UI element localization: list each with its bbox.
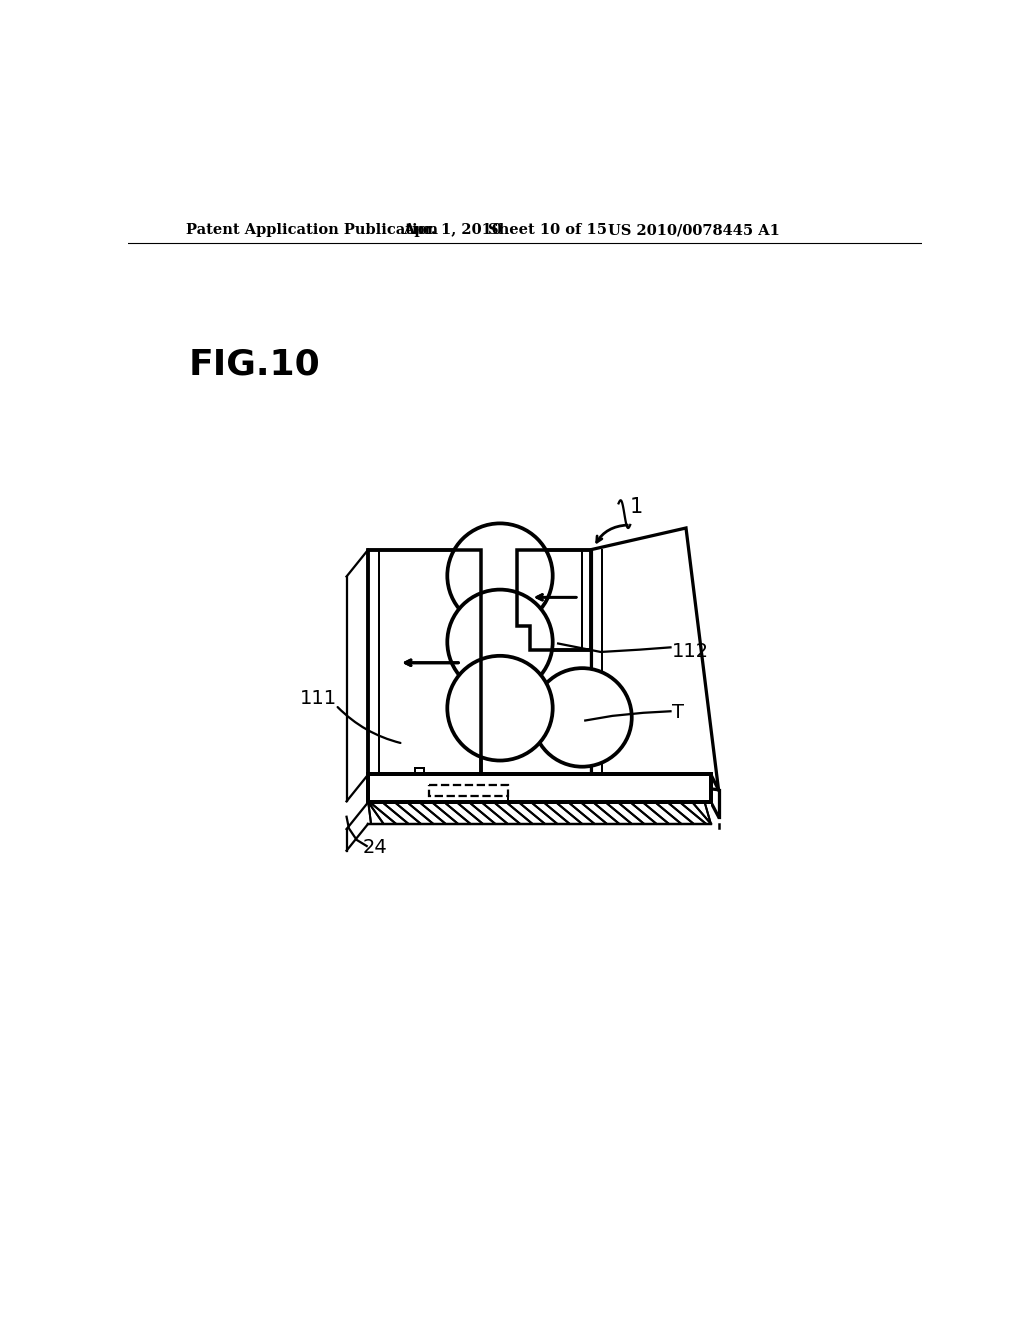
Text: 112: 112 [672, 642, 710, 661]
Circle shape [532, 668, 632, 767]
Text: 111: 111 [300, 689, 337, 709]
Text: 24: 24 [362, 838, 387, 857]
Bar [429, 785, 508, 796]
Text: US 2010/0078445 A1: US 2010/0078445 A1 [608, 223, 780, 238]
Text: 1: 1 [630, 498, 643, 517]
Bar [128, 235, 922, 928]
Circle shape [447, 590, 553, 694]
Bar [369, 549, 480, 775]
Text: Patent Application Publication: Patent Application Publication [186, 223, 438, 238]
Text: Sheet 10 of 15: Sheet 10 of 15 [488, 223, 607, 238]
Bar [369, 775, 711, 803]
Circle shape [447, 523, 553, 628]
Text: Apr. 1, 2010: Apr. 1, 2010 [403, 223, 502, 238]
Bar [369, 803, 711, 824]
Text: FIG.10: FIG.10 [188, 347, 321, 381]
Bar [369, 775, 711, 803]
Polygon shape [517, 549, 592, 649]
Text: T: T [672, 704, 684, 722]
Bar [369, 549, 480, 775]
Polygon shape [592, 528, 719, 789]
Circle shape [447, 656, 553, 760]
Bar [429, 785, 508, 796]
